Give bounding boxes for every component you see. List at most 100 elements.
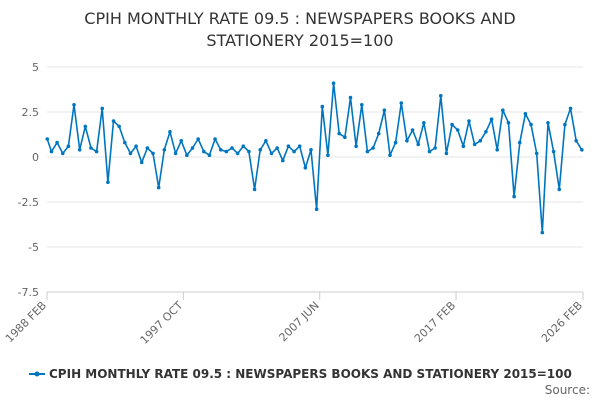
data-point[interactable] bbox=[438, 94, 443, 98]
data-point[interactable] bbox=[275, 146, 279, 150]
data-point[interactable] bbox=[337, 131, 342, 136]
data-point[interactable] bbox=[359, 103, 364, 107]
data-point[interactable] bbox=[534, 151, 539, 156]
data-point[interactable] bbox=[551, 149, 556, 154]
y-tick-label: 2.5 bbox=[22, 106, 40, 119]
data-point[interactable] bbox=[213, 137, 217, 141]
data-point[interactable] bbox=[343, 135, 347, 139]
data-point[interactable] bbox=[501, 108, 505, 112]
data-point[interactable] bbox=[427, 149, 432, 154]
data-point[interactable] bbox=[410, 128, 415, 132]
series-group bbox=[45, 81, 584, 235]
data-point[interactable] bbox=[393, 140, 398, 145]
data-point[interactable] bbox=[117, 124, 121, 129]
data-point[interactable] bbox=[235, 151, 240, 156]
data-point[interactable] bbox=[557, 187, 562, 192]
data-point[interactable] bbox=[399, 101, 404, 105]
data-point[interactable] bbox=[320, 104, 325, 109]
data-point[interactable] bbox=[202, 149, 206, 154]
data-point[interactable] bbox=[241, 144, 246, 148]
data-point[interactable] bbox=[348, 95, 353, 100]
source-label: Source: bbox=[545, 383, 590, 397]
data-point[interactable] bbox=[106, 180, 110, 184]
data-point[interactable] bbox=[72, 103, 76, 107]
data-point[interactable] bbox=[100, 106, 105, 111]
data-point[interactable] bbox=[309, 148, 313, 152]
data-point[interactable] bbox=[478, 139, 483, 143]
data-point[interactable] bbox=[563, 122, 567, 127]
data-point[interactable] bbox=[258, 148, 263, 152]
data-point[interactable] bbox=[162, 148, 167, 152]
data-point[interactable] bbox=[207, 153, 212, 157]
data-point[interactable] bbox=[314, 207, 319, 211]
data-point[interactable] bbox=[292, 149, 296, 154]
data-point[interactable] bbox=[422, 121, 426, 125]
data-point[interactable] bbox=[60, 151, 65, 156]
data-point[interactable] bbox=[151, 151, 155, 156]
data-point[interactable] bbox=[331, 81, 336, 85]
data-point[interactable] bbox=[83, 124, 88, 129]
data-point[interactable] bbox=[156, 185, 161, 190]
data-point[interactable] bbox=[286, 144, 291, 148]
data-point[interactable] bbox=[168, 130, 172, 134]
data-point[interactable] bbox=[388, 153, 392, 157]
data-point[interactable] bbox=[55, 140, 59, 145]
data-point[interactable] bbox=[49, 149, 54, 154]
data-point[interactable] bbox=[280, 158, 285, 163]
data-point[interactable] bbox=[506, 121, 511, 125]
data-point[interactable] bbox=[382, 108, 387, 112]
data-point[interactable] bbox=[89, 146, 93, 150]
data-point[interactable] bbox=[523, 112, 528, 116]
data-point[interactable] bbox=[269, 151, 274, 156]
data-point[interactable] bbox=[179, 139, 184, 143]
legend[interactable]: CPIH MONTHLY RATE 09.5 : NEWSPAPERS BOOK… bbox=[29, 367, 572, 381]
data-point[interactable] bbox=[450, 122, 454, 127]
data-point[interactable] bbox=[247, 149, 251, 154]
data-point[interactable] bbox=[365, 149, 370, 154]
data-point[interactable] bbox=[145, 146, 150, 150]
data-point[interactable] bbox=[252, 187, 257, 192]
data-point[interactable] bbox=[371, 146, 375, 150]
data-point[interactable] bbox=[512, 194, 516, 199]
data-point[interactable] bbox=[484, 130, 488, 134]
data-point[interactable] bbox=[196, 137, 200, 141]
data-point[interactable] bbox=[376, 131, 381, 136]
data-point[interactable] bbox=[128, 151, 133, 156]
data-point[interactable] bbox=[111, 119, 116, 123]
data-point[interactable] bbox=[467, 119, 471, 123]
data-point[interactable] bbox=[66, 144, 71, 148]
data-point[interactable] bbox=[455, 128, 460, 132]
data-point[interactable] bbox=[123, 140, 127, 145]
data-point[interactable] bbox=[230, 146, 234, 150]
data-point[interactable] bbox=[568, 106, 573, 111]
data-point[interactable] bbox=[472, 142, 477, 147]
data-point[interactable] bbox=[517, 140, 522, 145]
data-point[interactable] bbox=[489, 117, 494, 121]
data-point[interactable] bbox=[354, 144, 358, 148]
data-point[interactable] bbox=[405, 139, 409, 143]
data-point[interactable] bbox=[574, 139, 578, 143]
data-point[interactable] bbox=[94, 149, 99, 154]
data-point[interactable] bbox=[540, 230, 545, 235]
data-point[interactable] bbox=[546, 121, 550, 125]
data-point[interactable] bbox=[45, 137, 50, 141]
data-point[interactable] bbox=[297, 144, 302, 148]
data-point[interactable] bbox=[173, 151, 178, 156]
data-point[interactable] bbox=[218, 148, 223, 152]
data-point[interactable] bbox=[224, 149, 229, 154]
data-point[interactable] bbox=[433, 146, 437, 150]
data-point[interactable] bbox=[416, 142, 421, 147]
data-point[interactable] bbox=[139, 160, 144, 165]
data-point[interactable] bbox=[495, 148, 499, 152]
data-point[interactable] bbox=[185, 153, 189, 157]
data-point[interactable] bbox=[134, 144, 138, 148]
data-point[interactable] bbox=[444, 151, 449, 156]
data-point[interactable] bbox=[264, 139, 268, 143]
data-point[interactable] bbox=[190, 146, 195, 150]
data-point[interactable] bbox=[580, 148, 584, 152]
data-point[interactable] bbox=[77, 148, 82, 152]
data-point[interactable] bbox=[303, 166, 308, 170]
data-point[interactable] bbox=[461, 144, 466, 148]
data-point[interactable] bbox=[326, 153, 330, 157]
data-point[interactable] bbox=[529, 122, 533, 127]
